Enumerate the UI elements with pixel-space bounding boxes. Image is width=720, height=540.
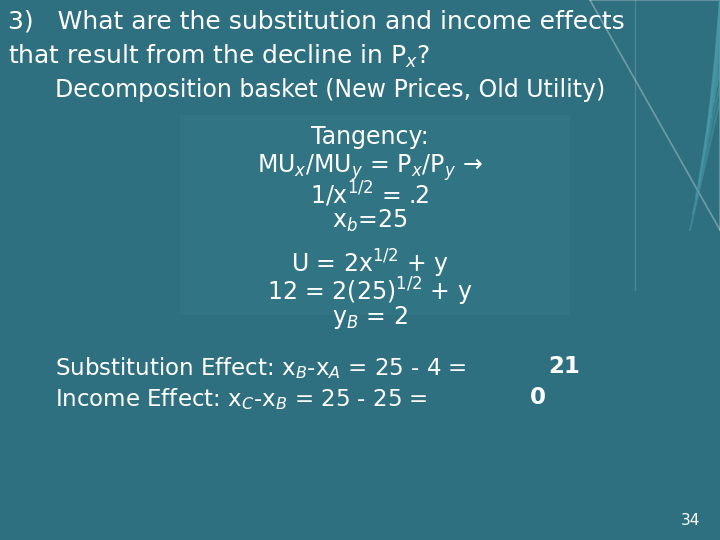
- Text: that result from the decline in P$_{x}$?: that result from the decline in P$_{x}$?: [8, 43, 431, 70]
- Text: Tangency:: Tangency:: [311, 125, 429, 149]
- Text: MU$_x$/MU$_y$ = P$_x$/P$_y$ →: MU$_x$/MU$_y$ = P$_x$/P$_y$ →: [257, 152, 483, 183]
- Text: y$_B$ = 2: y$_B$ = 2: [332, 304, 408, 331]
- FancyBboxPatch shape: [180, 115, 570, 315]
- Text: x$_b$=25: x$_b$=25: [333, 208, 408, 234]
- Text: 12 = 2(25)$^{1/2}$ + y: 12 = 2(25)$^{1/2}$ + y: [267, 276, 473, 308]
- Text: Substitution Effect: x$_B$-x$_A$ = 25 - 4 =: Substitution Effect: x$_B$-x$_A$ = 25 - …: [55, 355, 469, 381]
- Text: U = 2x$^{1/2}$ + y: U = 2x$^{1/2}$ + y: [291, 248, 449, 280]
- Text: 3)   What are the substitution and income effects: 3) What are the substitution and income …: [8, 10, 625, 34]
- Text: 34: 34: [680, 513, 700, 528]
- Text: Income Effect: x$_C$-x$_B$ = 25 - 25 =: Income Effect: x$_C$-x$_B$ = 25 - 25 =: [55, 386, 430, 412]
- Text: 1/x$^{1/2}$ = .2: 1/x$^{1/2}$ = .2: [310, 180, 430, 209]
- Text: Decomposition basket (New Prices, Old Utility): Decomposition basket (New Prices, Old Ut…: [55, 78, 606, 102]
- Text: 21: 21: [548, 355, 580, 378]
- Text: 0: 0: [530, 386, 546, 409]
